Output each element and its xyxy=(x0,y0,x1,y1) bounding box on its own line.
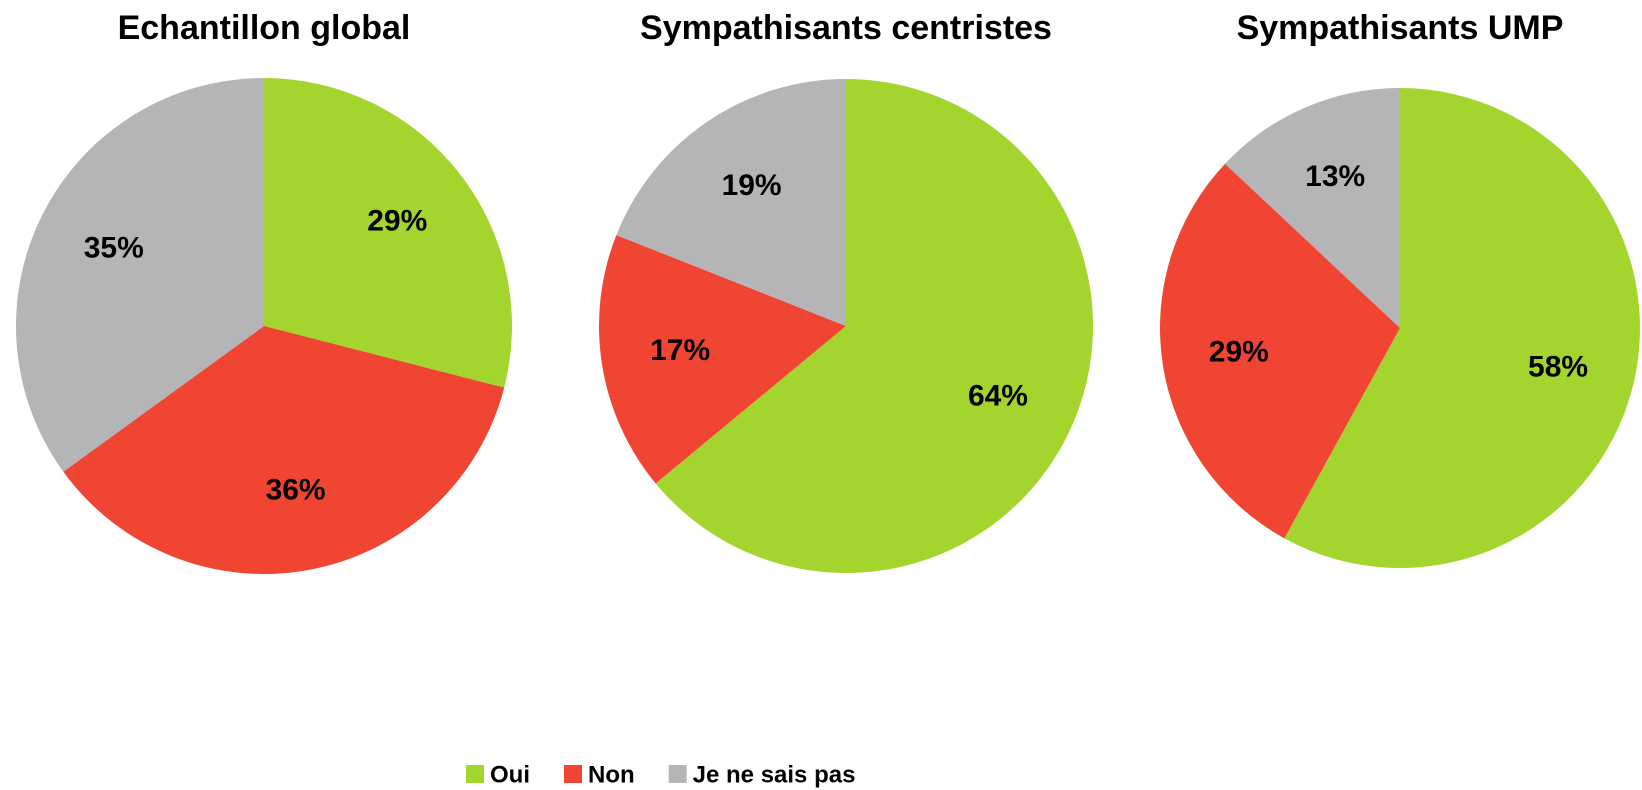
value-label: 29% xyxy=(1209,335,1269,368)
value-label: 29% xyxy=(367,205,427,238)
value-label: 35% xyxy=(84,231,144,264)
legend-swatch xyxy=(466,765,484,783)
chart-title: Echantillon global xyxy=(118,9,411,47)
value-label: 19% xyxy=(722,169,782,202)
value-label: 36% xyxy=(266,474,326,507)
value-label: 13% xyxy=(1305,160,1365,193)
value-label: 64% xyxy=(968,379,1028,412)
legend-label: Oui xyxy=(490,761,530,788)
value-label: 58% xyxy=(1528,351,1588,384)
chart-title: Sympathisants UMP xyxy=(1237,9,1564,47)
legend-label: Je ne sais pas xyxy=(693,761,856,788)
legend-swatch xyxy=(564,765,582,783)
legend-label: Non xyxy=(588,761,635,788)
value-label: 17% xyxy=(650,334,710,367)
legend-swatch xyxy=(669,765,687,783)
chart-title: Sympathisants centristes xyxy=(640,9,1052,47)
chart: Echantillon global 29% 36% 35% Sympathisants… xyxy=(0,0,1642,790)
